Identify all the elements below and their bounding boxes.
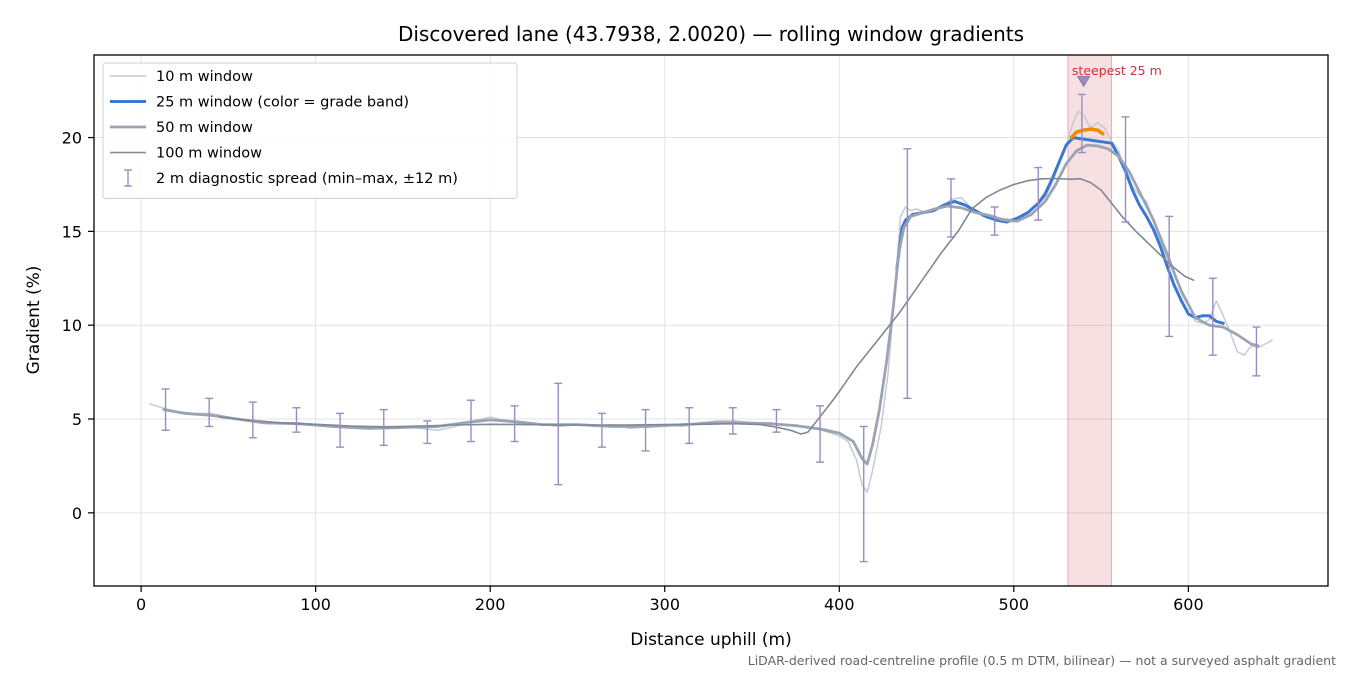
error-bars (161, 93, 1261, 563)
axis-ticks: 0 100 200 300 400 500 600 0 5 10 15 20 (62, 129, 1204, 614)
gridlines (94, 55, 1328, 586)
x-tick-label: 300 (649, 595, 680, 614)
y-tick-label: 5 (72, 410, 82, 429)
series-line-50-m-window (162, 143, 1260, 466)
legend-box (102, 62, 518, 199)
series-line-25-m-window (895, 136, 1225, 325)
legend-label: 10 m window (156, 69, 253, 85)
x-tick-label: 100 (300, 595, 331, 614)
x-tick-label: 500 (999, 595, 1030, 614)
x-tick-label: 600 (1173, 595, 1204, 614)
y-tick-label: 0 (72, 504, 82, 523)
plot-frame (93, 54, 1329, 587)
y-tick-label: 10 (62, 316, 82, 335)
annotation-layer: steepest 25 m (1072, 63, 1162, 88)
y-tick-label: 15 (62, 222, 82, 241)
x-axis-label: Distance uphill (m) (630, 630, 791, 650)
legend-label: 2 m diagnostic spread (min–max, ±12 m) (156, 171, 458, 187)
x-tick-label: 400 (824, 595, 855, 614)
caption: LiDAR-derived road-centreline profile (0… (748, 653, 1336, 668)
series-layer (149, 110, 1273, 493)
series-line-25-m-window (1069, 127, 1105, 140)
legend-label: 100 m window (156, 146, 262, 162)
series-line-100-m-window (218, 177, 1195, 435)
y-axis-label: Gradient (%) (24, 266, 44, 375)
legend-label: 50 m window (156, 120, 253, 136)
legend: 10 m window 25 m window (color = grade ba… (102, 62, 518, 199)
chart-title: Discovered lane (43.7938, 2.0020) — roll… (398, 22, 1024, 46)
steepest-annotation: steepest 25 m (1072, 63, 1162, 78)
steepest-marker-icon (1076, 75, 1091, 88)
legend-label: 25 m window (color = grade band) (156, 95, 409, 111)
x-tick-label: 0 (136, 595, 146, 614)
y-tick-label: 20 (62, 129, 82, 148)
x-tick-label: 200 (475, 595, 506, 614)
